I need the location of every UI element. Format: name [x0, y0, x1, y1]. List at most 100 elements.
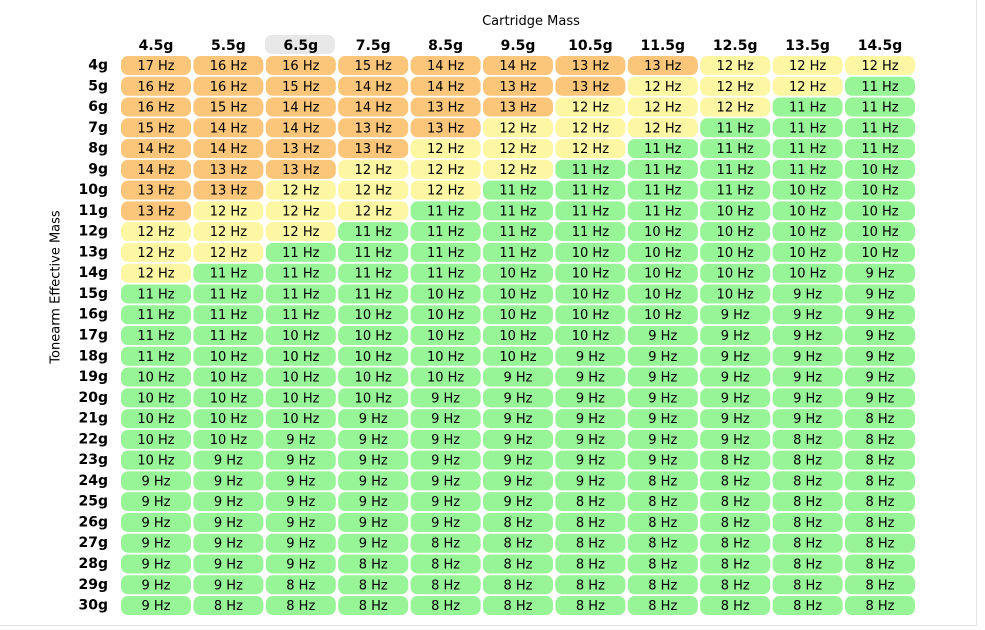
row-header: 23g — [78, 452, 108, 468]
heatmap-cell — [121, 139, 191, 159]
cell-label: 13 Hz — [572, 59, 609, 74]
heatmap-cell — [410, 222, 481, 242]
cell-label: 9 Hz — [431, 391, 460, 406]
heatmap-cell — [265, 575, 336, 595]
heatmap-cell — [700, 76, 771, 96]
heatmap-cell — [772, 76, 843, 96]
cell-label: 10 Hz — [644, 225, 681, 240]
cell-label: 8 Hz — [865, 454, 894, 469]
column-header: 13.5g — [785, 38, 830, 54]
cell-label: 10 Hz — [789, 267, 826, 282]
cell-label: 9 Hz — [648, 329, 677, 344]
heatmap-cell — [483, 533, 553, 553]
heatmap-cell — [265, 450, 336, 470]
cell-label: 12 Hz — [572, 121, 609, 136]
column-header-highlight — [264, 35, 335, 54]
heatmap-cell — [265, 596, 336, 616]
heatmap-cell — [193, 326, 264, 346]
heatmap-cell — [772, 326, 843, 346]
cell-label: 11 Hz — [137, 329, 174, 344]
cell-label: 9 Hz — [721, 391, 750, 406]
cell-label: 9 Hz — [721, 329, 750, 344]
heatmap-cell — [483, 76, 553, 96]
row-header: 29g — [78, 577, 108, 593]
cell-label: 9 Hz — [576, 371, 605, 386]
heatmap-cell — [627, 159, 698, 179]
cell-label: 8 Hz — [865, 433, 894, 448]
heatmap-cell — [193, 180, 264, 200]
heatmap-cell — [193, 284, 264, 304]
column-header: 9.5g — [501, 38, 536, 54]
cell-label: 8 Hz — [359, 599, 388, 614]
heatmap-cell — [193, 533, 264, 553]
cell-label: 9 Hz — [503, 371, 532, 386]
cell-label: 11 Hz — [861, 121, 898, 136]
cell-label: 8 Hz — [648, 495, 677, 510]
cell-label: 14 Hz — [210, 121, 247, 136]
heatmap-cell — [338, 512, 409, 532]
cell-label: 16 Hz — [137, 80, 174, 95]
heatmap-cell — [410, 409, 481, 429]
cell-label: 13 Hz — [210, 163, 247, 178]
heatmap-cell — [627, 388, 698, 408]
row-header: 16g — [78, 307, 108, 323]
cell-label: 11 Hz — [717, 142, 754, 157]
cell-label: 11 Hz — [717, 121, 754, 136]
heatmap-cell — [338, 56, 409, 75]
cell-label: 10 Hz — [861, 225, 898, 240]
cell-label: 8 Hz — [648, 537, 677, 552]
heatmap-cell — [410, 575, 481, 595]
heatmap-cell — [121, 97, 191, 117]
cell-label: 10 Hz — [861, 163, 898, 178]
cell-label: 10 Hz — [644, 287, 681, 302]
cell-label: 9 Hz — [286, 557, 315, 572]
heatmap-cell — [627, 139, 698, 159]
cell-label: 9 Hz — [431, 412, 460, 427]
heatmap-cell — [627, 180, 698, 200]
heatmap-cell — [265, 326, 336, 346]
cell-label: 11 Hz — [210, 267, 247, 282]
column-header: 11.5g — [641, 38, 686, 54]
cell-label: 11 Hz — [789, 101, 826, 116]
cell-label: 10 Hz — [355, 350, 392, 365]
heatmap-cell — [627, 76, 698, 96]
cell-label: 14 Hz — [355, 80, 392, 95]
heatmap-cell — [772, 409, 843, 429]
cell-label: 10 Hz — [282, 350, 319, 365]
heatmap-cell — [555, 575, 626, 595]
heatmap-cell — [483, 554, 553, 574]
cell-label: 13 Hz — [137, 204, 174, 219]
cell-label: 11 Hz — [427, 246, 464, 261]
heatmap-cell — [193, 471, 264, 491]
heatmap-cell — [483, 159, 553, 179]
heatmap-cell — [700, 284, 771, 304]
cell-label: 9 Hz — [431, 433, 460, 448]
heatmap-cell — [772, 450, 843, 470]
cell-label: 9 Hz — [576, 454, 605, 469]
cell-label: 8 Hz — [793, 578, 822, 593]
heatmap-cell — [121, 326, 191, 346]
heatmap-cell — [483, 263, 553, 283]
cell-label: 8 Hz — [359, 578, 388, 593]
heatmap-cell — [627, 346, 698, 366]
heatmap-cell — [772, 596, 843, 616]
cell-label: 8 Hz — [865, 578, 894, 593]
heatmap-cell — [121, 471, 191, 491]
cell-label: 11 Hz — [644, 184, 681, 199]
heatmap-cell — [772, 56, 843, 75]
heatmap-cell — [121, 159, 191, 179]
cell-label: 11 Hz — [137, 287, 174, 302]
cell-label: 10 Hz — [137, 454, 174, 469]
heatmap-cell — [410, 263, 481, 283]
cell-label: 9 Hz — [576, 474, 605, 489]
cell-label: 12 Hz — [427, 142, 464, 157]
row-header: 12g — [78, 224, 108, 240]
cell-label: 14 Hz — [282, 101, 319, 116]
cell-label: 9 Hz — [214, 474, 243, 489]
column-header: 6.5g — [283, 38, 318, 54]
column-header: 4.5g — [139, 38, 174, 54]
cell-label: 12 Hz — [717, 59, 754, 74]
heatmap-cell — [410, 326, 481, 346]
cell-label: 8 Hz — [503, 557, 532, 572]
cell-label: 9 Hz — [141, 578, 170, 593]
